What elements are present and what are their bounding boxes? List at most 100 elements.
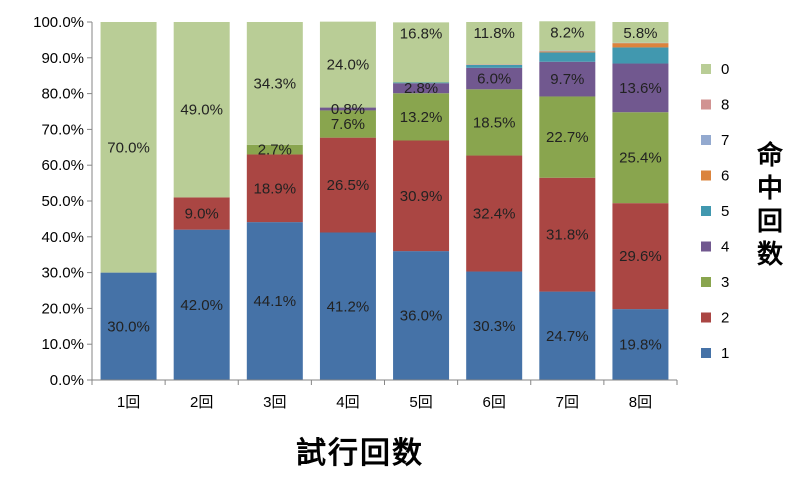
y-tick-label: 90.0% (41, 50, 84, 67)
legend-label-1: 1 (721, 345, 729, 362)
legend-label-4: 4 (721, 239, 729, 256)
bar-segment-4 (393, 83, 450, 94)
data-label-0: 24.0% (327, 57, 370, 74)
y-tick-label: 40.0% (41, 229, 84, 246)
bar-segment-0 (246, 22, 303, 145)
bar-segment-4 (466, 67, 523, 90)
legend-label-5: 5 (721, 203, 729, 220)
data-label-3: 7.6% (331, 116, 365, 133)
bar-segment-6 (612, 43, 669, 48)
bar-segment-0 (173, 22, 230, 198)
y-tick-label: 0.0% (50, 372, 84, 389)
bar-segment-1 (100, 272, 157, 380)
bar-segment-6 (539, 51, 596, 53)
bar-segment-3 (393, 93, 450, 141)
data-label-2: 9.0% (185, 206, 219, 223)
data-label-2: 26.5% (327, 177, 370, 194)
data-label-4: 6.0% (477, 71, 511, 88)
bar-segment-2 (539, 177, 596, 292)
y-tick-label: 50.0% (41, 193, 84, 210)
y-tick-label: 10.0% (41, 336, 84, 353)
data-label-3: 22.7% (546, 129, 589, 146)
legend-swatch-4 (701, 241, 711, 252)
x-tick-label: 2回 (190, 394, 213, 411)
bar-segment-4 (539, 61, 596, 97)
x-axis-title: 試行回数 (296, 436, 424, 471)
legend-swatch-7 (701, 135, 711, 145)
bar-segment-1 (539, 291, 596, 380)
legend-label-0: 0 (721, 61, 729, 78)
data-label-2: 32.4% (473, 206, 516, 223)
bar-segment-4 (319, 107, 376, 111)
y-axis-title-char: 中 (756, 174, 783, 204)
legend: 0 8 7 6 5 4 3 2 1 (701, 61, 729, 362)
data-labels: 30.0% 70.0% 42.0% 9.0% 49.0% 44.1% 18.9% 2.7% 34… (107, 24, 661, 353)
x-tick-label: 8回 (629, 394, 652, 411)
bar-segment-0 (612, 22, 669, 43)
bar-segment-5 (539, 52, 596, 62)
bar-segment-2 (393, 140, 450, 252)
data-label-0: 49.0% (180, 102, 223, 119)
legend-swatch-8 (701, 99, 711, 110)
x-tick-label: 5回 (409, 394, 432, 411)
data-label-0: 11.8% (473, 25, 514, 42)
data-label-1: 36.0% (400, 308, 443, 325)
data-label-1: 41.2% (327, 298, 370, 315)
legend-swatch-0 (701, 64, 711, 74)
y-axis-title-char: 回 (756, 207, 783, 237)
x-tick-label: 6回 (483, 394, 506, 411)
bar-segment-0 (100, 22, 157, 273)
y-axis-title-char: 命 (756, 141, 783, 171)
legend-label-3: 3 (721, 274, 729, 291)
bar-segment-0 (319, 21, 376, 108)
bar-segment-5 (466, 64, 523, 68)
y-axis-title-char: 数 (756, 240, 783, 270)
data-label-0: 16.8% (400, 25, 443, 42)
x-axis: 1回 2回 3回 4回 5回 6回 7回 8回 (91, 379, 678, 411)
data-label-1: 30.0% (107, 318, 150, 335)
legend-swatch-6 (701, 170, 711, 181)
bar-segment-0 (393, 22, 450, 83)
bar-segment-0 (539, 21, 596, 51)
data-label-2: 29.6% (619, 248, 662, 265)
x-tick-label: 3回 (263, 394, 286, 411)
legend-swatch-5 (701, 206, 711, 216)
y-tick-label: 100.0% (33, 14, 84, 31)
data-label-0: 70.0% (107, 139, 150, 156)
legend-swatch-3 (701, 277, 711, 287)
legend-label-7: 7 (721, 132, 729, 149)
data-label-2: 18.9% (254, 180, 297, 197)
data-label-1: 42.0% (180, 297, 223, 314)
bar-segment-2 (246, 154, 303, 223)
bar-segment-1 (612, 309, 669, 380)
data-label-2: 30.9% (400, 188, 443, 205)
bar-segment-3 (319, 110, 376, 138)
data-label-0: 34.3% (254, 75, 297, 92)
y-tick-label: 70.0% (41, 121, 84, 138)
x-tick-label: 4回 (336, 394, 359, 411)
bar-segment-2 (319, 137, 376, 233)
data-label-0: 5.8% (623, 25, 657, 42)
data-label-1: 30.3% (473, 318, 516, 335)
bar-segment-1 (393, 251, 450, 380)
data-label-2: 31.8% (546, 227, 589, 244)
data-label-3: 13.2% (400, 109, 443, 126)
legend-swatch-2 (701, 312, 711, 323)
y-axis: 0.0% 10.0% 20.0% 30.0% 40.0% 50.0% 60.0% 70.0% 8… (33, 14, 93, 389)
bar-segment-1 (466, 271, 523, 380)
data-label-4: 2.8% (404, 80, 438, 97)
x-tick-label: 1回 (117, 394, 140, 411)
bar-segment-3 (612, 112, 669, 204)
bar-segment-0 (466, 22, 523, 65)
legend-label-2: 2 (721, 310, 729, 327)
bar-segment-2 (612, 203, 669, 310)
bar-segment-2 (173, 197, 230, 230)
y-tick-label: 20.0% (41, 300, 84, 317)
bar-segment-4 (612, 63, 669, 113)
legend-swatch-1 (701, 348, 711, 358)
y-tick-label: 30.0% (41, 265, 84, 282)
data-label-1: 44.1% (254, 293, 297, 310)
bar-segment-5 (393, 82, 450, 84)
bar-segment-1 (319, 232, 376, 380)
y-tick-label: 60.0% (41, 157, 84, 174)
